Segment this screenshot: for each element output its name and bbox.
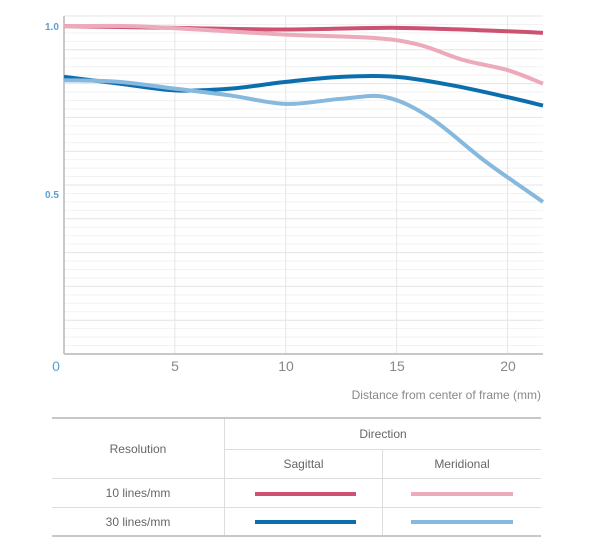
x-tick-label: 20 — [500, 358, 516, 374]
resolution-header: Resolution — [109, 441, 167, 456]
chart-ticks: 1.0 0.5 0 5 10 15 20 Distance from cente… — [45, 22, 541, 402]
legend-line-30-meridional — [411, 520, 513, 524]
chart-axes — [63, 16, 543, 355]
legend-divider — [382, 449, 383, 535]
legend-divider — [52, 478, 541, 479]
series-line-3 — [63, 78, 545, 204]
x-tick-label: 5 — [171, 358, 179, 374]
chart-grid — [64, 15, 543, 354]
row-label-10: 10 lines/mm — [105, 486, 171, 500]
x-tick-label: 15 — [389, 358, 405, 374]
mtf-chart: 1.0 0.5 0 5 10 15 20 Distance from cente… — [45, 15, 545, 402]
direction-header: Direction — [359, 427, 407, 441]
legend-line-10-sagittal — [255, 492, 356, 496]
x-tick-label: 10 — [278, 358, 294, 374]
legend-divider — [52, 507, 541, 508]
series-line-2 — [63, 73, 544, 108]
row-label-30: 30 lines/mm — [105, 514, 171, 529]
legend-line-10-meridional — [411, 492, 513, 496]
x-axis-label: Distance from center of frame (mm) — [352, 388, 541, 402]
y-tick-label: 1.0 — [45, 22, 59, 33]
legend-line-30-sagittal — [255, 520, 356, 524]
legend-table: Resolution Direction Sagittal Meridional… — [52, 417, 541, 537]
meridional-header: Meridional — [434, 457, 490, 471]
y-tick-label: 0.5 — [45, 190, 59, 201]
series-line-1 — [63, 23, 544, 86]
legend-divider — [224, 419, 225, 535]
legend-divider — [225, 449, 541, 450]
chart-series — [63, 23, 545, 204]
x-tick-label: 0 — [52, 358, 60, 374]
sagittal-header: Sagittal — [283, 457, 324, 471]
